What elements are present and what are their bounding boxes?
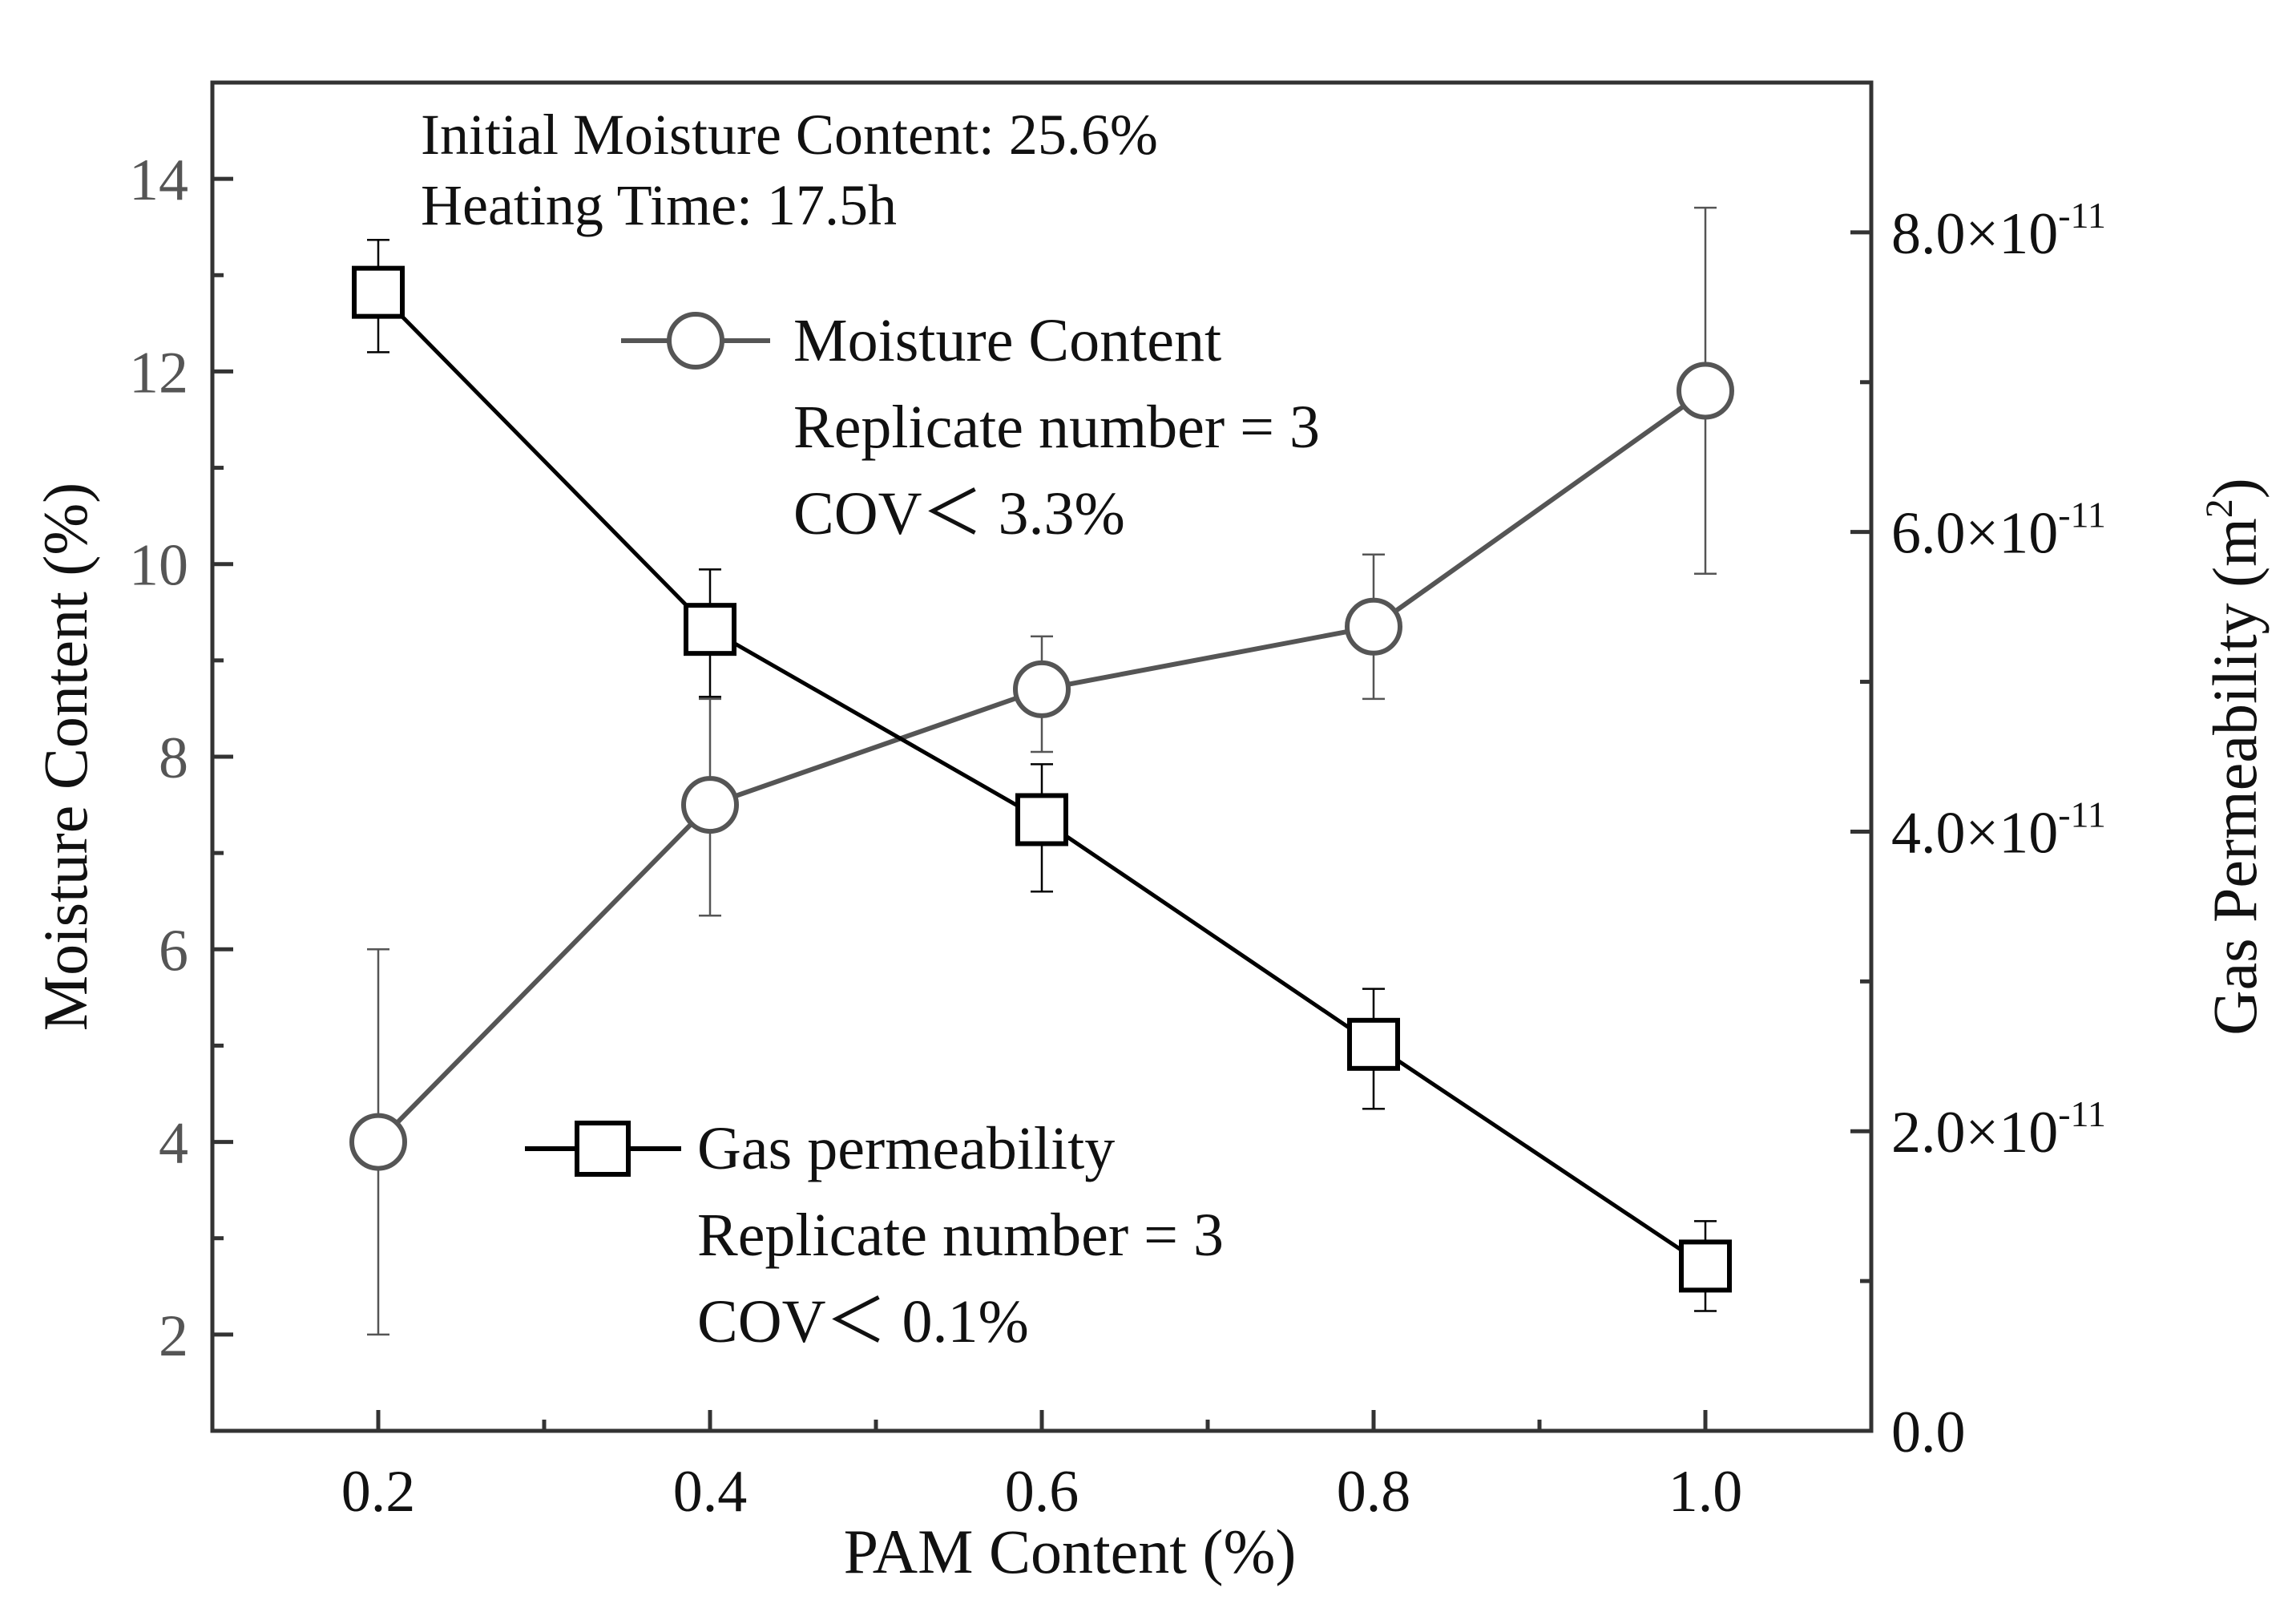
right-y-tick-label: 4.0×10-11 bbox=[1891, 794, 2106, 866]
gas-data-point bbox=[1347, 1017, 1400, 1071]
x-tick-label: 0.6 bbox=[1005, 1459, 1079, 1525]
series-gas-permeability bbox=[352, 238, 1732, 1312]
right-y-tick-label: 6.0×10-11 bbox=[1891, 495, 2106, 567]
x-tick-label: 0.8 bbox=[1337, 1459, 1411, 1525]
right-y-axis-title-end: ) bbox=[2200, 478, 2270, 499]
left-y-axis-ticks: 2 4 6 8 10 12 14 bbox=[129, 147, 233, 1369]
legend-moisture-circle bbox=[667, 312, 724, 370]
moisture-data-point bbox=[1345, 597, 1402, 656]
gas-data-point bbox=[352, 265, 405, 319]
legend-moisture: Moisture Content Replicate number = 3 CO… bbox=[621, 307, 1320, 547]
right-y-tick-base: 6.0×10 bbox=[1891, 501, 2058, 567]
legend-gas-label: Gas permeability bbox=[697, 1115, 1115, 1182]
x-tick-label: 0.4 bbox=[673, 1459, 748, 1525]
annotation-heating-time: Heating Time: 17.5h bbox=[421, 173, 897, 237]
x-axis-title: PAM Content (%) bbox=[844, 1517, 1297, 1586]
left-y-tick-label: 12 bbox=[129, 340, 188, 406]
left-y-tick-label: 14 bbox=[129, 147, 188, 213]
legend-moisture-cov: COV＜ 3.3% bbox=[793, 480, 1125, 547]
left-y-tick-label: 6 bbox=[159, 918, 188, 984]
legend-gas-cov: COV＜ 0.1% bbox=[697, 1288, 1029, 1355]
moisture-data-point bbox=[1677, 362, 1734, 420]
right-y-axis-title: Gas Permeability (m2) bbox=[2198, 478, 2270, 1036]
right-y-tick-label: 8.0×10-11 bbox=[1891, 195, 2106, 267]
legend-gas-square bbox=[575, 1121, 631, 1177]
right-y-tick-exponent: -11 bbox=[2058, 195, 2106, 236]
x-axis-ticks: 0.2 0.4 0.6 0.8 1.0 bbox=[341, 1410, 1743, 1525]
left-y-axis-title: Moisture Content (%) bbox=[30, 483, 100, 1032]
moisture-data-point bbox=[349, 1113, 407, 1171]
right-y-tick-label: 2.0×10-11 bbox=[1891, 1093, 2106, 1166]
left-y-tick-label: 8 bbox=[159, 725, 188, 791]
right-y-axis-title-main: Gas Permeability (m bbox=[2200, 518, 2270, 1036]
left-y-tick-label: 2 bbox=[159, 1303, 188, 1369]
right-y-axis-ticks: 0.02.0×10-114.0×10-116.0×10-118.0×10-11 bbox=[1850, 80, 2106, 1465]
gas-data-point bbox=[684, 603, 736, 657]
legend-gas-replicates: Replicate number = 3 bbox=[697, 1202, 1224, 1269]
right-y-tick-base: 4.0×10 bbox=[1891, 800, 2058, 866]
moisture-data-point bbox=[681, 776, 739, 834]
right-y-tick-base: 2.0×10 bbox=[1891, 1100, 2058, 1166]
right-y-tick-exponent: -11 bbox=[2058, 495, 2106, 535]
gas-data-point bbox=[1015, 793, 1068, 846]
legend-moisture-replicates: Replicate number = 3 bbox=[793, 394, 1320, 461]
x-tick-label: 0.2 bbox=[341, 1459, 416, 1525]
right-y-tick-exponent: -11 bbox=[2058, 794, 2106, 834]
left-y-tick-label: 10 bbox=[129, 533, 188, 599]
series-moisture-content bbox=[349, 206, 1734, 1336]
x-tick-label: 1.0 bbox=[1669, 1459, 1743, 1525]
left-y-tick-label: 4 bbox=[159, 1111, 188, 1177]
right-y-tick-base: 0.0 bbox=[1891, 1400, 1966, 1465]
right-y-tick-base: 8.0×10 bbox=[1891, 201, 2058, 267]
right-y-axis-title-sup: 2 bbox=[2198, 499, 2241, 518]
legend-moisture-label: Moisture Content bbox=[793, 307, 1221, 374]
moisture-data-point bbox=[1013, 660, 1071, 718]
gas-data-point bbox=[1679, 1239, 1732, 1293]
right-y-tick-exponent: -11 bbox=[2058, 1093, 2106, 1134]
legend-gas: Gas permeability Replicate number = 3 CO… bbox=[525, 1115, 1224, 1355]
right-y-tick-label: 0.0 bbox=[1891, 1400, 1966, 1465]
annotation-initial-moisture: Initial Moisture Content: 25.6% bbox=[421, 103, 1158, 167]
